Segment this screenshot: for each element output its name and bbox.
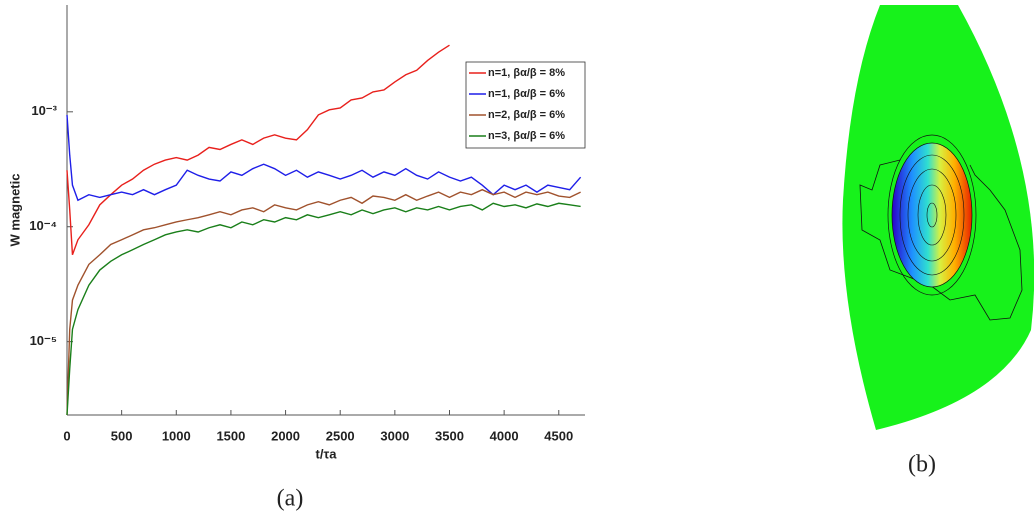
contour: [887, 134, 977, 296]
legend-label: n=2, βα/β = 6%: [488, 109, 565, 121]
y-tick-label: 10⁻⁴: [29, 218, 57, 233]
legend-label: n=1, βα/β = 8%: [488, 67, 565, 79]
contour: [907, 168, 957, 262]
contour-outline: [859, 159, 1023, 321]
y-axis-label: W magnetic: [7, 174, 22, 247]
series-line: [66, 202, 581, 416]
x-tick-label: 3500: [435, 428, 464, 443]
series-line: [66, 188, 581, 416]
x-tick-label: 1500: [216, 428, 245, 443]
contour: [899, 154, 965, 276]
x-tick-label: 4000: [490, 428, 519, 443]
caption-b: (b): [908, 452, 936, 478]
contour: [917, 184, 947, 246]
legend-label: n=3, βα/β = 6%: [488, 130, 565, 142]
y-tick-label: 10⁻⁵: [30, 333, 57, 348]
x-tick-label: 0: [63, 428, 70, 443]
x-tick-label: 2000: [271, 428, 300, 443]
x-tick-label: 4500: [544, 428, 573, 443]
x-axis-label: t/τa: [316, 446, 338, 461]
y-tick-label: 10⁻³: [31, 103, 57, 118]
x-tick-label: 3000: [380, 428, 409, 443]
x-tick-label: 2500: [326, 428, 355, 443]
contour-panel: [842, 5, 1034, 430]
contour: [926, 202, 938, 228]
x-tick-label: 1000: [162, 428, 191, 443]
mode-structure: [891, 142, 973, 288]
legend-box: [465, 61, 586, 149]
legend-label: n=1, βα/β = 6%: [488, 88, 565, 100]
series-line: [66, 44, 450, 256]
caption-a: (a): [277, 486, 304, 512]
x-tick-label: 500: [111, 428, 133, 443]
